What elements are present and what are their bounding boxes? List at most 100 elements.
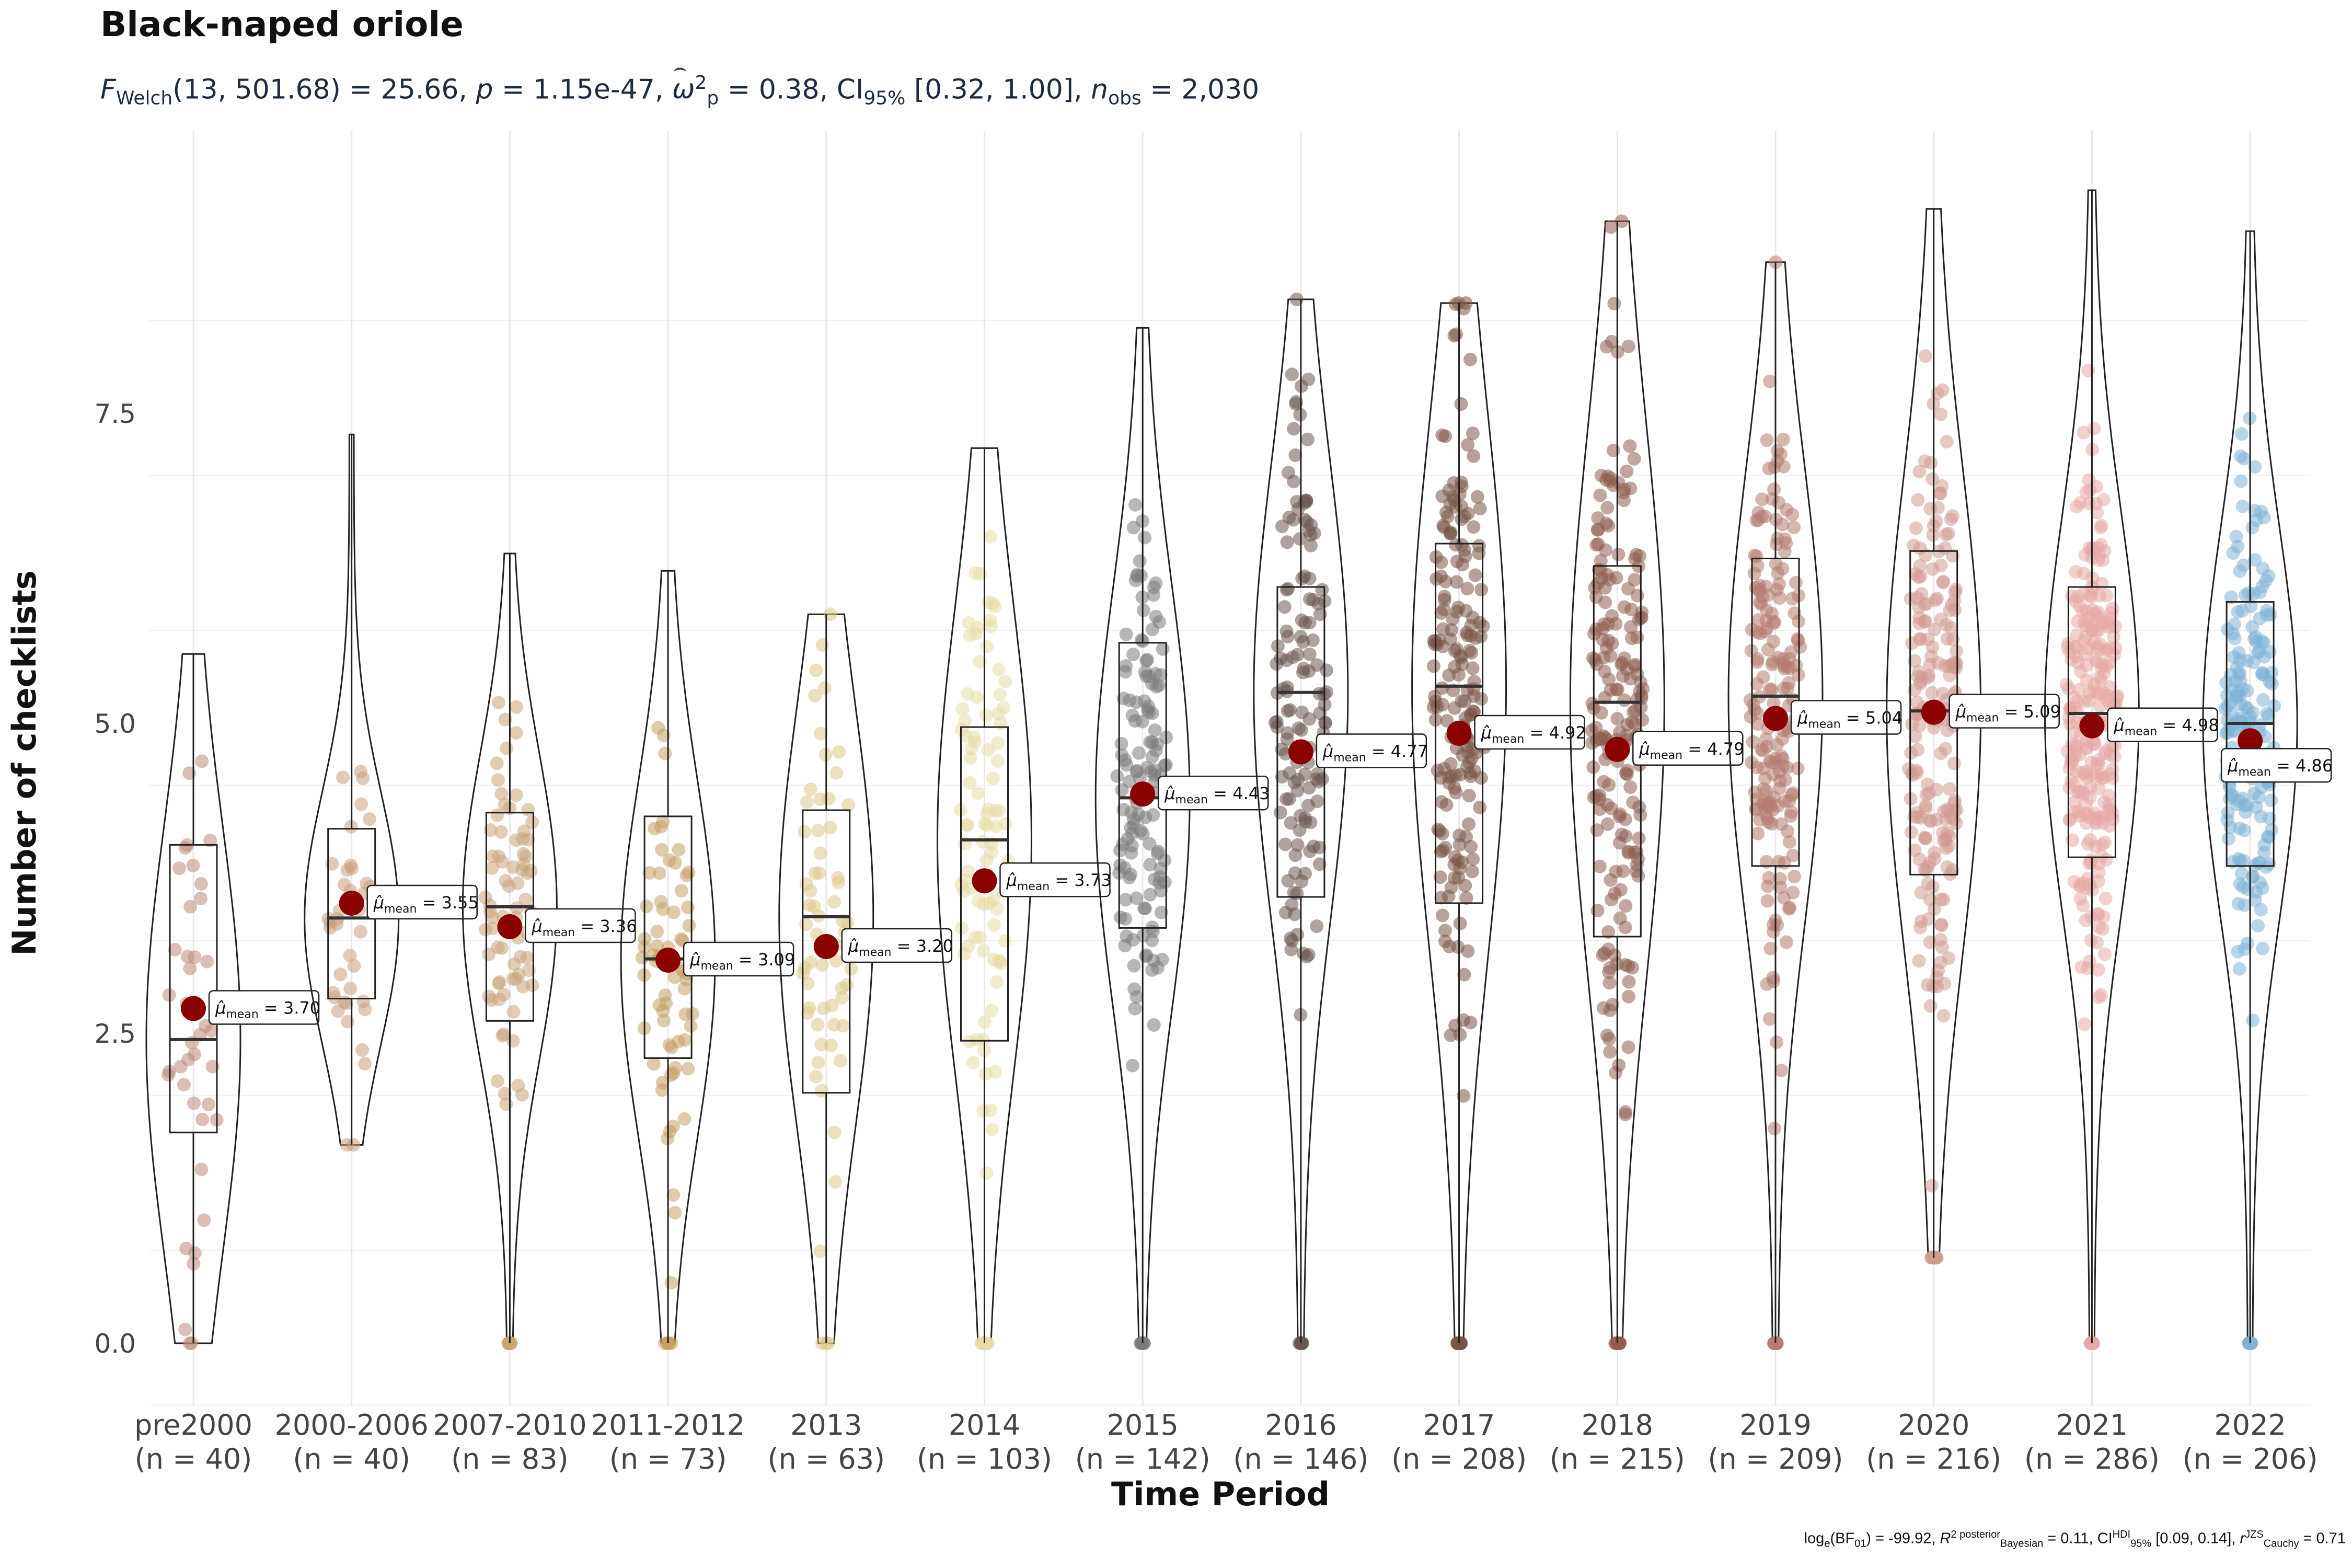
data-point <box>2254 504 2268 518</box>
group-2011-2012: μ̂mean = 3.09 <box>620 570 795 1350</box>
data-point <box>1926 562 1940 576</box>
data-point <box>1154 905 1168 919</box>
data-point <box>823 821 837 835</box>
data-point <box>979 1336 993 1350</box>
x-tick-count: (n = 209) <box>1708 1443 1843 1475</box>
data-point <box>809 1069 823 1083</box>
data-point <box>509 726 523 740</box>
data-point <box>2221 806 2235 820</box>
data-point <box>1762 871 1776 885</box>
data-point <box>2089 497 2103 511</box>
data-point <box>525 978 539 992</box>
data-point <box>978 1015 991 1029</box>
data-point <box>987 918 1001 932</box>
x-tick-count: (n = 206) <box>2183 1443 2318 1475</box>
data-point <box>822 792 836 806</box>
data-point <box>979 853 994 867</box>
mean-label-box <box>1949 694 2060 729</box>
data-point <box>506 1005 521 1019</box>
data-point <box>363 812 376 826</box>
data-point <box>1912 465 1927 479</box>
data-point <box>200 954 214 969</box>
data-point <box>1605 801 1619 815</box>
points <box>478 696 539 1350</box>
data-point <box>827 895 841 909</box>
data-point <box>962 616 976 630</box>
data-point <box>194 877 208 891</box>
data-point <box>2064 752 2078 766</box>
data-point <box>494 825 508 839</box>
data-point <box>979 708 993 722</box>
data-point <box>1770 1035 1783 1049</box>
data-point <box>1926 472 1940 486</box>
data-point <box>1758 510 1772 524</box>
data-point <box>979 1166 994 1180</box>
x-tick-count: (n = 216) <box>1866 1443 2001 1475</box>
data-point <box>799 917 813 931</box>
data-point <box>1629 864 1643 878</box>
data-point <box>358 1057 372 1071</box>
data-point <box>813 1244 827 1259</box>
x-tick-label: 2019 <box>1739 1409 1811 1442</box>
data-point <box>1944 620 1958 635</box>
data-point <box>1594 706 1608 720</box>
x-tick-count: (n = 146) <box>1233 1443 1368 1475</box>
data-point <box>2254 903 2268 917</box>
data-point <box>1149 679 1163 694</box>
data-point <box>1598 595 1612 609</box>
group-2020: μ̂mean = 5.09 <box>1886 208 2061 1265</box>
data-point <box>482 947 496 961</box>
data-point <box>2265 677 2279 691</box>
data-point <box>1789 575 1803 590</box>
data-point <box>1459 296 1473 310</box>
data-point <box>485 993 499 1007</box>
data-point <box>635 951 649 965</box>
data-point <box>355 1043 369 1057</box>
data-point <box>1626 795 1640 810</box>
data-point <box>1942 951 1956 965</box>
data-point <box>1763 941 1778 955</box>
mean-label-box <box>1632 731 1744 766</box>
violin <box>2044 189 2140 1344</box>
data-point <box>958 947 972 961</box>
data-point <box>195 1112 210 1126</box>
data-point <box>1907 810 1921 824</box>
data-point <box>205 1059 220 1074</box>
data-point <box>1909 521 1923 535</box>
data-point <box>1751 826 1765 840</box>
mean-label: μ̂mean = 3.73 <box>999 862 1112 897</box>
data-point <box>1623 780 1638 794</box>
data-point <box>668 1206 682 1220</box>
data-point <box>1156 642 1170 656</box>
data-point <box>963 751 977 765</box>
data-point <box>1139 949 1153 963</box>
data-point <box>498 1087 512 1101</box>
data-point <box>2224 590 2238 604</box>
data-point <box>2097 666 2111 680</box>
data-point <box>1621 1040 1635 1054</box>
data-point <box>1472 546 1486 560</box>
data-point <box>1145 750 1159 764</box>
y-tick-label: 7.5 <box>94 399 136 429</box>
group-2019: μ̂mean = 5.04 <box>1727 255 1903 1350</box>
data-point <box>1918 454 1932 468</box>
mean-label-text: μ̂mean = 3.73 <box>1006 870 1112 893</box>
violin <box>145 653 241 1344</box>
data-point <box>1776 432 1790 446</box>
data-point <box>1623 439 1637 453</box>
data-point <box>1287 475 1301 489</box>
data-point <box>511 1079 525 1092</box>
data-point <box>1760 812 1774 826</box>
data-point <box>1304 815 1318 829</box>
mean-label-text: μ̂mean = 3.70 <box>215 998 320 1021</box>
data-point <box>1603 1004 1617 1017</box>
violin <box>1411 302 1507 1344</box>
data-point <box>2072 683 2086 697</box>
data-point <box>490 756 504 770</box>
data-point <box>1775 732 1790 746</box>
points <box>1110 498 1173 1350</box>
data-point <box>800 795 814 809</box>
data-point <box>652 998 666 1012</box>
data-point <box>999 816 1013 831</box>
data-point <box>2079 816 2093 830</box>
